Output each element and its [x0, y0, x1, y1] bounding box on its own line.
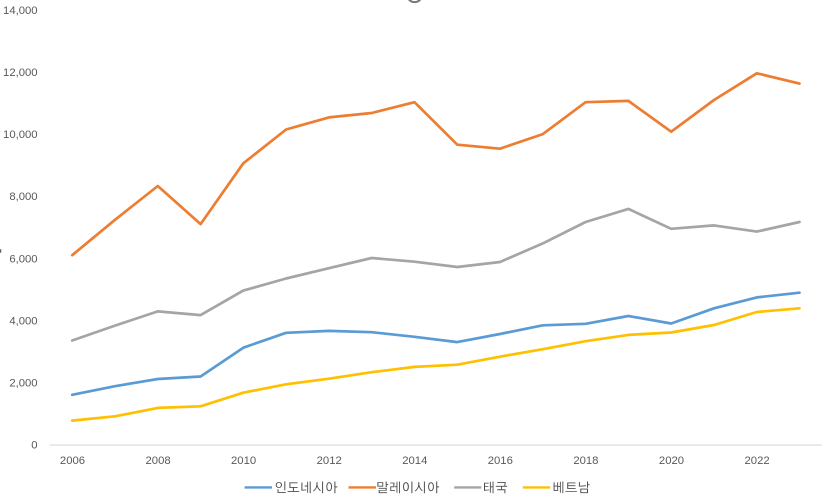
svg-text:10,000: 10,000 [3, 129, 38, 141]
svg-text:2010: 2010 [231, 455, 256, 467]
svg-text:2014: 2014 [402, 455, 427, 467]
svg-text:2016: 2016 [488, 455, 513, 467]
svg-text:2018: 2018 [573, 455, 598, 467]
svg-text:8,000: 8,000 [9, 191, 37, 203]
svg-text:4,000: 4,000 [9, 315, 37, 327]
svg-text:2012: 2012 [317, 455, 342, 467]
svg-text:2006: 2006 [60, 455, 85, 467]
svg-text:2020: 2020 [659, 455, 684, 467]
svg-text:0: 0 [31, 440, 37, 452]
svg-text:2022: 2022 [745, 455, 770, 467]
svg-text:2,000: 2,000 [9, 377, 37, 389]
svg-text:14,000: 14,000 [3, 5, 38, 17]
svg-text:2008: 2008 [146, 455, 171, 467]
svg-text:6,000: 6,000 [9, 253, 37, 265]
svg-text:12,000: 12,000 [3, 67, 38, 79]
